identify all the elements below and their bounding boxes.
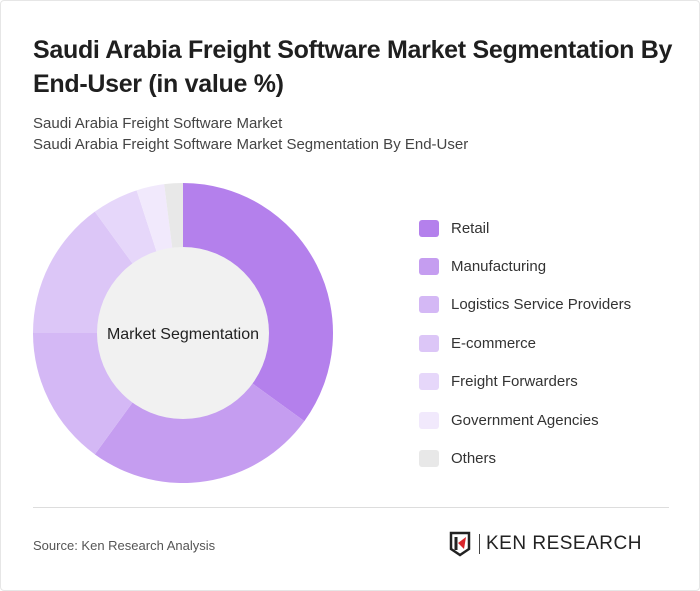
legend-label: Freight Forwarders: [451, 373, 578, 391]
legend: Retail Manufacturing Logistics Service Pro…: [419, 209, 631, 478]
legend-item: Logistics Service Providers: [419, 286, 631, 324]
divider: [33, 507, 669, 508]
chart-title: Saudi Arabia Freight Software Market Seg…: [33, 36, 673, 98]
logo-text: KEN RESEARCH: [486, 533, 642, 554]
legend-item: E-commerce: [419, 324, 631, 362]
logo-shield-icon: [449, 531, 471, 557]
ken-research-logo: KEN RESEARCH: [449, 531, 642, 557]
legend-label: Logistics Service Providers: [451, 296, 632, 314]
legend-item: Freight Forwarders: [419, 363, 631, 401]
legend-swatch: [419, 219, 439, 237]
legend-swatch: [419, 258, 439, 276]
legend-swatch: [419, 411, 439, 429]
legend-item: Manufacturing: [419, 247, 631, 285]
legend-swatch: [419, 450, 439, 468]
chart-subtitle-2: Saudi Arabia Freight Software Market Seg…: [33, 136, 469, 153]
legend-item: Retail: [419, 209, 631, 247]
logo-separator: [479, 534, 480, 554]
source-note: Source: Ken Research Analysis: [33, 538, 216, 553]
legend-item: Others: [419, 439, 631, 477]
legend-label: Others: [451, 450, 497, 468]
center-label: Market Segmentation: [107, 326, 259, 343]
chart-subtitle: Saudi Arabia Freight Software Market: [33, 115, 283, 132]
legend-swatch: [419, 334, 439, 352]
legend-label: E-commerce: [451, 334, 537, 352]
legend-label: Retail: [451, 219, 490, 237]
legend-label: Government Agencies: [451, 411, 599, 429]
donut-chart: Market Segmentation: [33, 183, 333, 483]
legend-item: Government Agencies: [419, 401, 631, 439]
legend-swatch: [419, 296, 439, 314]
donut-hole: [97, 247, 269, 419]
legend-swatch: [419, 373, 439, 391]
legend-label: Manufacturing: [451, 258, 547, 276]
